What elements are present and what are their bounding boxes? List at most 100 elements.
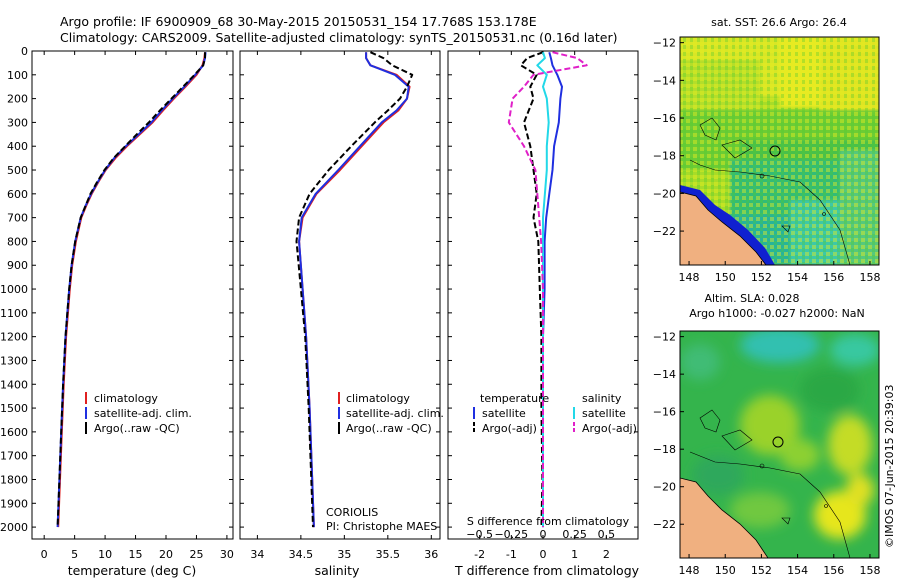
map-x-tick-label: 150	[715, 271, 736, 284]
y-tick-label: 1500	[0, 402, 28, 415]
y-tick-label: 100	[7, 69, 28, 82]
x-tick-label: 35	[337, 548, 351, 561]
sla-map-title-line1: Altim. SLA: 0.028	[704, 292, 799, 305]
map-x-tick-label: 150	[715, 564, 736, 577]
series-line-argo-raw-qc	[56, 52, 206, 528]
y-tick-label: 2000	[0, 521, 28, 534]
argo-location-marker	[769, 145, 781, 157]
map-y-tick-label: −22	[653, 225, 676, 238]
y-tick-label: 700	[7, 212, 28, 225]
legend-salinity-title: salinity	[582, 392, 622, 405]
figure-title-line2: Climatology: CARS2009. Satellite-adjuste…	[60, 30, 617, 45]
legend-s-argo-label: Argo(-adj)	[582, 422, 637, 435]
s-tick-label: −0.25	[494, 528, 528, 541]
argo-location-marker	[772, 436, 784, 448]
y-tick-label: 900	[7, 259, 28, 272]
y-tick-label: 1900	[0, 497, 28, 510]
difference-legend: temperature satellite Argo(-adj) salinit…	[473, 392, 637, 435]
sla-map-frame	[679, 330, 880, 559]
series-line-satellite-adj-clim	[298, 52, 410, 528]
legend-t-satellite-label: satellite	[482, 407, 526, 420]
coriolis-annotation: CORIOLIS	[326, 506, 378, 519]
x-tick-label: 34.5	[289, 548, 314, 561]
map-y-tick-label: −18	[653, 443, 676, 456]
s-tick-label: −0.5	[466, 528, 493, 541]
legend-satellite-label: satellite-adj. clim.	[346, 407, 444, 420]
temperature-profile-panel: 0100200300400500600700800900100011001200…	[0, 45, 234, 578]
map-y-tick-label: −18	[653, 150, 676, 163]
temperature-xlabel: temperature (deg C)	[68, 563, 197, 578]
sla-land	[680, 477, 769, 558]
figure-title-line1: Argo profile: IF 6900909_68 30-May-2015 …	[60, 14, 537, 29]
map-y-tick-label: −14	[653, 368, 676, 381]
y-tick-label: 0	[21, 45, 28, 58]
x-tick-label: 36	[424, 548, 438, 561]
difference-profile-panel: -2 -1 0 1 2 −0.5 −0.25 0 0.25 0.5 S difference fr…	[447, 50, 640, 578]
map-y-tick-label: −16	[653, 112, 676, 125]
series-line-salinity-argo-adj	[507, 51, 588, 528]
x-tick-label: 0	[540, 548, 547, 561]
map-y-tick-label: −20	[653, 481, 676, 494]
map-x-tick-label: 156	[823, 271, 844, 284]
map-x-tick-label: 154	[787, 271, 808, 284]
y-tick-label: 1100	[0, 307, 28, 320]
map-y-tick-label: −22	[653, 518, 676, 531]
sst-map-panel: sat. SST: 26.6 Argo: 26.4	[653, 16, 881, 284]
legend-climatology-label: climatology	[94, 392, 158, 405]
y-tick-label: 1200	[0, 331, 28, 344]
map-y-tick-label: −14	[653, 74, 676, 87]
x-tick-label: -2	[474, 548, 485, 561]
legend-s-satellite-label: satellite	[582, 407, 626, 420]
x-tick-label: 15	[129, 548, 143, 561]
temperature-axes-frame	[31, 50, 234, 540]
map-y-tick-label: −12	[653, 331, 676, 344]
y-tick-label: 400	[7, 140, 28, 153]
x-tick-label: 10	[98, 548, 112, 561]
y-tick-label: 1600	[0, 426, 28, 439]
salinity-axes-frame	[239, 50, 441, 540]
sst-map-frame	[679, 36, 880, 266]
legend-satellite-label: satellite-adj. clim.	[94, 407, 192, 420]
imos-timestamp: ©IMOS 07-Jun-2015 20:39:03	[883, 384, 896, 548]
x-tick-label: -1	[506, 548, 517, 561]
s-tick-label: 0.25	[562, 528, 587, 541]
salinity-profile-panel: 34 34.5 35 35.5 36 salinity climatology sate…	[239, 50, 444, 578]
temperature-legend: climatology satellite-adj. clim. Argo(..…	[85, 392, 192, 435]
map-x-tick-label: 156	[823, 564, 844, 577]
series-line-climatology	[298, 52, 411, 528]
sst-land	[680, 191, 767, 265]
salinity-legend: climatology satellite-adj. clim. Argo(..…	[338, 392, 444, 435]
s-tick-label: 0.5	[598, 528, 616, 541]
s-tick-label: 0	[540, 528, 547, 541]
legend-temperature-title: temperature	[480, 392, 549, 405]
y-tick-label: 300	[7, 116, 28, 129]
map-x-tick-label: 154	[787, 564, 808, 577]
y-tick-label: 600	[7, 188, 28, 201]
series-line-climatology	[57, 52, 206, 528]
legend-t-argo-label: Argo(-adj)	[482, 422, 537, 435]
map-y-tick-label: −12	[653, 37, 676, 50]
x-tick-label: 34	[250, 548, 264, 561]
x-tick-label: 5	[71, 548, 78, 561]
x-tick-label: 2	[603, 548, 610, 561]
map-x-tick-label: 148	[679, 271, 700, 284]
sst-map-title: sat. SST: 26.6 Argo: 26.4	[711, 16, 847, 29]
map-x-tick-label: 152	[751, 271, 772, 284]
x-tick-label: 1	[571, 548, 578, 561]
series-line-temperature-argo-adj	[519, 51, 544, 528]
y-tick-label: 1300	[0, 354, 28, 367]
map-y-tick-label: −16	[653, 406, 676, 419]
series-line-satellite-adj-clim	[56, 52, 207, 528]
y-tick-label: 500	[7, 164, 28, 177]
y-tick-label: 800	[7, 235, 28, 248]
pi-annotation: PI: Christophe MAES	[326, 520, 437, 533]
x-tick-label: 35.5	[376, 548, 401, 561]
y-tick-label: 1800	[0, 473, 28, 486]
y-tick-label: 1400	[0, 378, 28, 391]
salinity-xlabel: salinity	[315, 563, 360, 578]
map-y-tick-label: −20	[653, 187, 676, 200]
x-tick-label: 20	[159, 548, 173, 561]
sla-heatmap	[680, 331, 879, 558]
x-tick-label: 25	[189, 548, 203, 561]
